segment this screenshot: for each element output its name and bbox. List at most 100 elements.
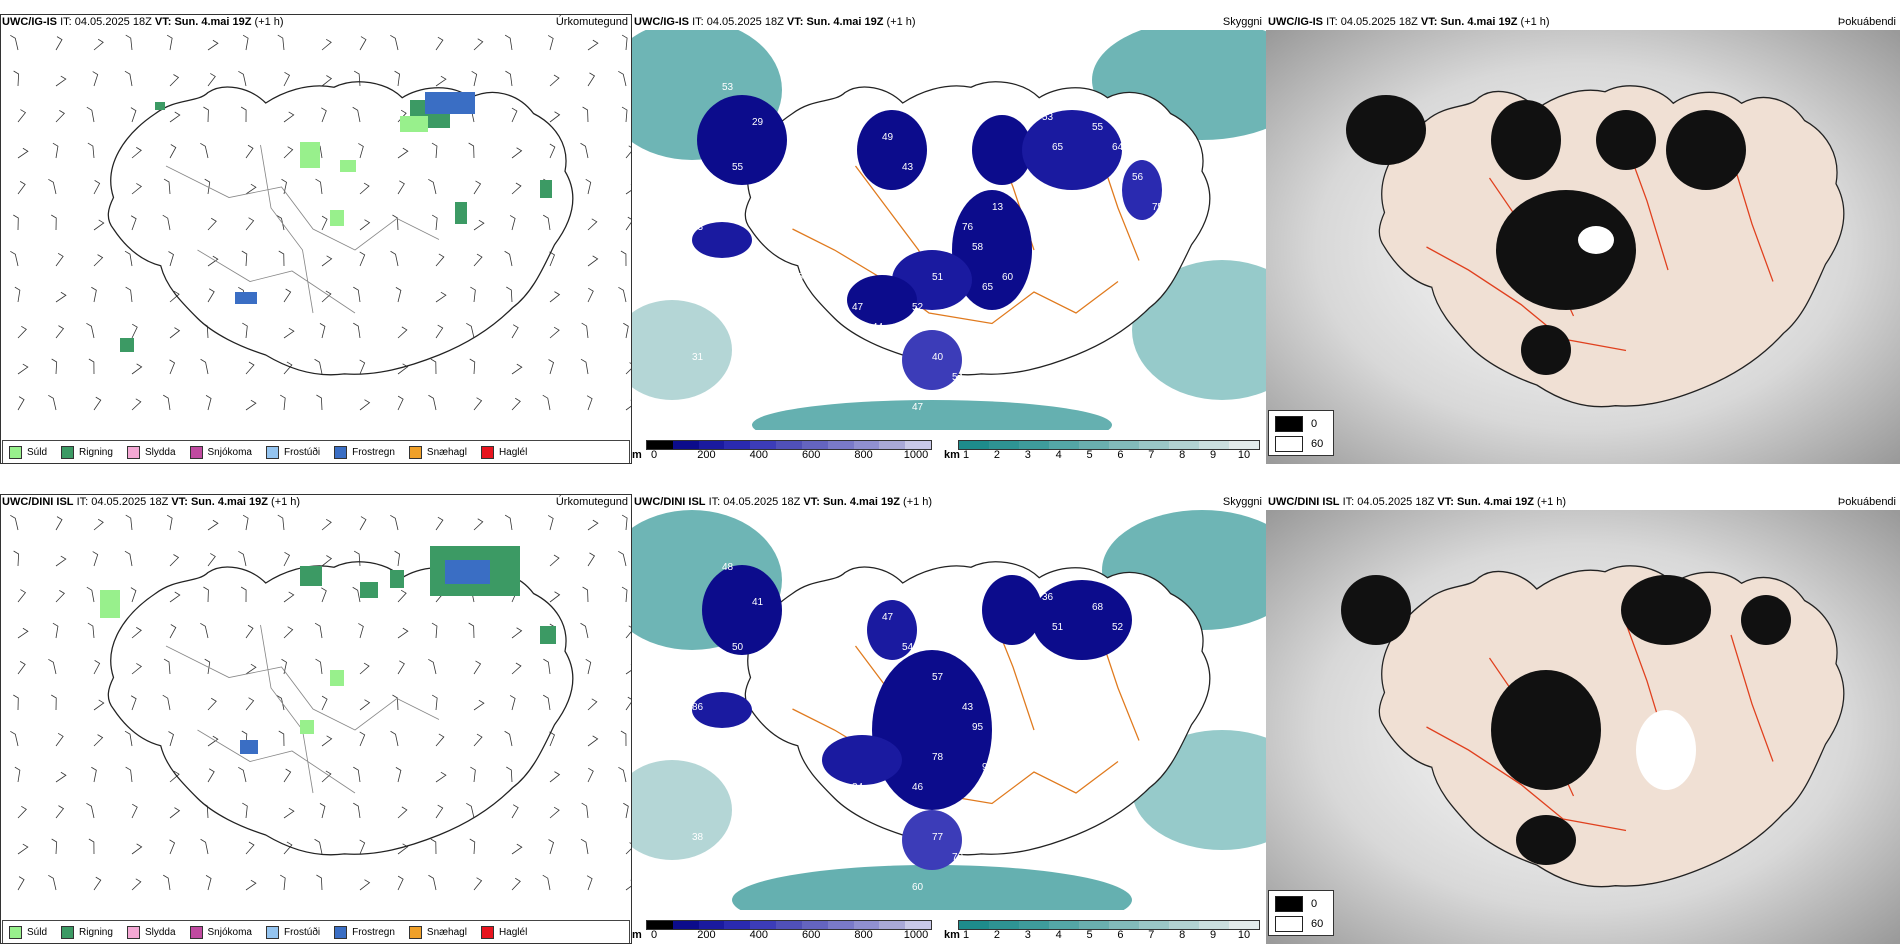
colorbar-unit: m bbox=[632, 449, 642, 461]
wind-barb bbox=[283, 361, 293, 375]
colorbar-tick: 1 bbox=[962, 449, 970, 461]
wind-barb bbox=[359, 251, 366, 267]
cloud-value-label: 31 bbox=[692, 352, 704, 363]
wind-barb bbox=[55, 805, 65, 819]
wind-barb bbox=[93, 180, 101, 195]
colorbar-tick: 9 bbox=[1210, 449, 1217, 461]
model-name: UWC/DINI ISL bbox=[2, 496, 74, 508]
wind-barb bbox=[241, 250, 248, 267]
wind-barb bbox=[511, 397, 521, 411]
vt-label: VT: bbox=[786, 16, 804, 28]
cloud-value-label: 78 bbox=[932, 752, 944, 763]
wind-barb bbox=[473, 38, 484, 51]
legend-label: Súld bbox=[27, 926, 48, 938]
wind-barb bbox=[13, 694, 19, 711]
wind-barb bbox=[511, 363, 523, 375]
wind-barb bbox=[321, 518, 332, 531]
colorbar-tick: 200 bbox=[697, 929, 716, 941]
fog-legend-swatch bbox=[1275, 416, 1303, 432]
wind-barb bbox=[17, 109, 27, 123]
wind-barb bbox=[397, 806, 408, 819]
wind-barb bbox=[511, 804, 519, 819]
it-value: 04.05.2025 18Z bbox=[706, 16, 784, 28]
cloudbase-colorbar: m 0 200 400 600 800 1000 bbox=[632, 440, 932, 462]
fog-legend-label: 60 bbox=[1311, 438, 1324, 450]
wind-barb bbox=[204, 178, 211, 195]
colorbar-cell bbox=[989, 921, 1019, 929]
panel-title: Skyggni bbox=[1222, 16, 1262, 28]
wind-barb bbox=[543, 658, 551, 675]
cloud-value-label: 45 bbox=[1152, 682, 1164, 693]
cloud-value-label: 49 bbox=[882, 132, 894, 143]
wind-barb bbox=[207, 217, 217, 231]
precip-panel-row2: UWC/DINI ISL IT: 04.05.2025 18Z VT: Sun.… bbox=[0, 494, 632, 944]
wind-barb bbox=[321, 215, 328, 231]
wind-barb bbox=[277, 34, 285, 51]
wind-barb bbox=[620, 250, 627, 267]
wind-barb bbox=[587, 767, 594, 783]
wind-barb bbox=[93, 38, 104, 51]
cloud-value-label: 54 bbox=[902, 642, 914, 653]
wind-barb bbox=[473, 219, 485, 231]
colorbar-tick: 2 bbox=[993, 449, 1000, 461]
precip-blobs bbox=[120, 92, 552, 352]
wind-barb bbox=[124, 250, 133, 267]
wind-barb bbox=[131, 323, 138, 339]
wind-barb bbox=[242, 34, 249, 51]
wind-barb bbox=[585, 658, 592, 675]
wind-barbs bbox=[10, 514, 632, 891]
legend-swatch bbox=[189, 925, 203, 939]
visibility-colorbar: km 1 2 3 4 5 6 7 8 9 10 bbox=[944, 920, 1260, 942]
wind-barb bbox=[353, 766, 361, 783]
wind-barb bbox=[587, 552, 596, 567]
wind-barb bbox=[511, 107, 518, 123]
colorbar-tick: 400 bbox=[749, 449, 768, 461]
wind-barb bbox=[359, 879, 371, 891]
wind-barb bbox=[321, 770, 332, 783]
wind-barb bbox=[48, 874, 57, 891]
wind-barb bbox=[93, 254, 104, 267]
colorbar-cell bbox=[647, 441, 673, 449]
wind-barb bbox=[428, 178, 437, 195]
wind-barb bbox=[17, 843, 29, 855]
colorbar-tick: 8 bbox=[1179, 929, 1186, 941]
wind-barb bbox=[207, 39, 219, 51]
legend-label: Slydda bbox=[144, 446, 176, 458]
wind-barb bbox=[359, 731, 366, 747]
wind-barb bbox=[124, 730, 133, 747]
cloud-value-label: 82 bbox=[832, 382, 844, 393]
cloud-value-label: 56 bbox=[1132, 172, 1144, 183]
wind-barb bbox=[55, 732, 64, 747]
colorbar-tick: 7 bbox=[1148, 449, 1155, 461]
cloud-value-label: 20 bbox=[792, 132, 804, 143]
legend-item: Frostúði bbox=[265, 925, 320, 939]
wind-barb bbox=[93, 660, 101, 675]
cloud-value-label: 94 bbox=[982, 762, 994, 773]
legend-item: Rigning bbox=[61, 925, 113, 939]
wind-barb bbox=[395, 287, 402, 303]
wind-barb bbox=[283, 288, 292, 303]
wind-barb bbox=[131, 803, 138, 819]
colorbar-cell bbox=[1019, 921, 1049, 929]
wind-barb bbox=[587, 287, 594, 303]
cloud-value-label: 38 bbox=[782, 842, 794, 853]
wind-barb bbox=[10, 730, 19, 747]
colorbar-cell bbox=[1169, 921, 1199, 929]
wind-barb bbox=[169, 624, 177, 639]
wind-barb bbox=[205, 395, 212, 411]
wind-barb bbox=[162, 214, 171, 231]
wind-barb bbox=[279, 874, 286, 891]
wind-barb bbox=[169, 144, 177, 159]
wind-barb bbox=[245, 144, 254, 159]
wind-barb bbox=[203, 106, 209, 123]
fog-legend-label: 0 bbox=[1311, 898, 1318, 910]
fog-legend-swatch bbox=[1275, 916, 1303, 932]
wind-barb bbox=[625, 145, 632, 159]
wind-barb bbox=[397, 875, 404, 891]
colorbar-cell bbox=[1049, 921, 1079, 929]
wind-barb bbox=[205, 875, 212, 891]
wind-barb bbox=[587, 698, 598, 711]
legend-swatch bbox=[480, 445, 494, 459]
it-value: 04.05.2025 18Z bbox=[1340, 16, 1418, 28]
wind-barb bbox=[124, 550, 133, 567]
